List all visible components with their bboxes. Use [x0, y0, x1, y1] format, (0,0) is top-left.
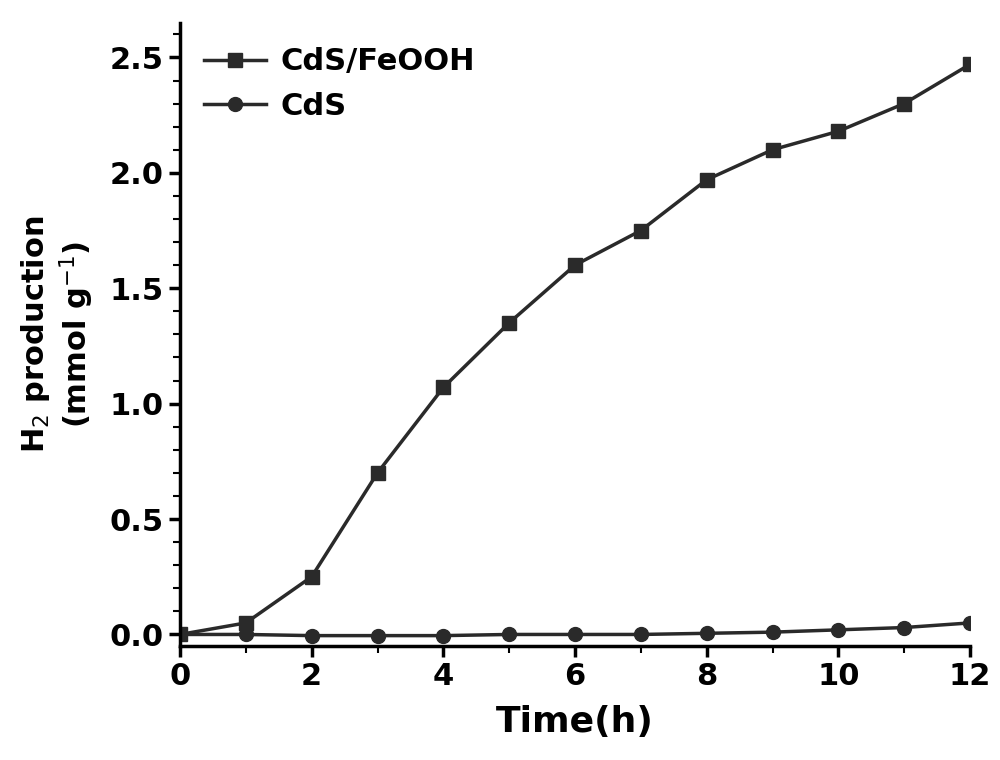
CdS/FeOOH — [503, 318, 515, 328]
CdS — [372, 631, 384, 640]
CdS/FeOOH — [832, 127, 844, 136]
CdS/FeOOH — [964, 60, 976, 69]
CdS/FeOOH — [372, 468, 384, 477]
CdS — [766, 628, 778, 637]
Legend: CdS/FeOOH, CdS: CdS/FeOOH, CdS — [195, 38, 484, 130]
CdS/FeOOH — [569, 261, 581, 270]
CdS — [701, 629, 713, 638]
CdS/FeOOH — [766, 145, 778, 154]
CdS — [832, 625, 844, 635]
CdS/FeOOH — [306, 572, 318, 581]
CdS — [503, 630, 515, 639]
CdS — [635, 630, 647, 639]
CdS — [437, 631, 449, 640]
CdS — [240, 630, 252, 639]
Y-axis label: H$_2$ production
(mmol g$^{-1}$): H$_2$ production (mmol g$^{-1}$) — [19, 216, 96, 453]
CdS/FeOOH — [701, 176, 713, 185]
CdS — [964, 619, 976, 628]
CdS — [306, 631, 318, 640]
CdS/FeOOH — [635, 226, 647, 235]
CdS/FeOOH — [240, 619, 252, 628]
X-axis label: Time(h): Time(h) — [496, 705, 654, 739]
CdS/FeOOH — [898, 99, 910, 108]
Line: CdS/FeOOH: CdS/FeOOH — [173, 58, 977, 641]
CdS/FeOOH — [437, 383, 449, 392]
CdS — [898, 623, 910, 632]
CdS — [569, 630, 581, 639]
CdS/FeOOH — [174, 630, 186, 639]
CdS — [174, 630, 186, 639]
Line: CdS: CdS — [173, 616, 977, 642]
